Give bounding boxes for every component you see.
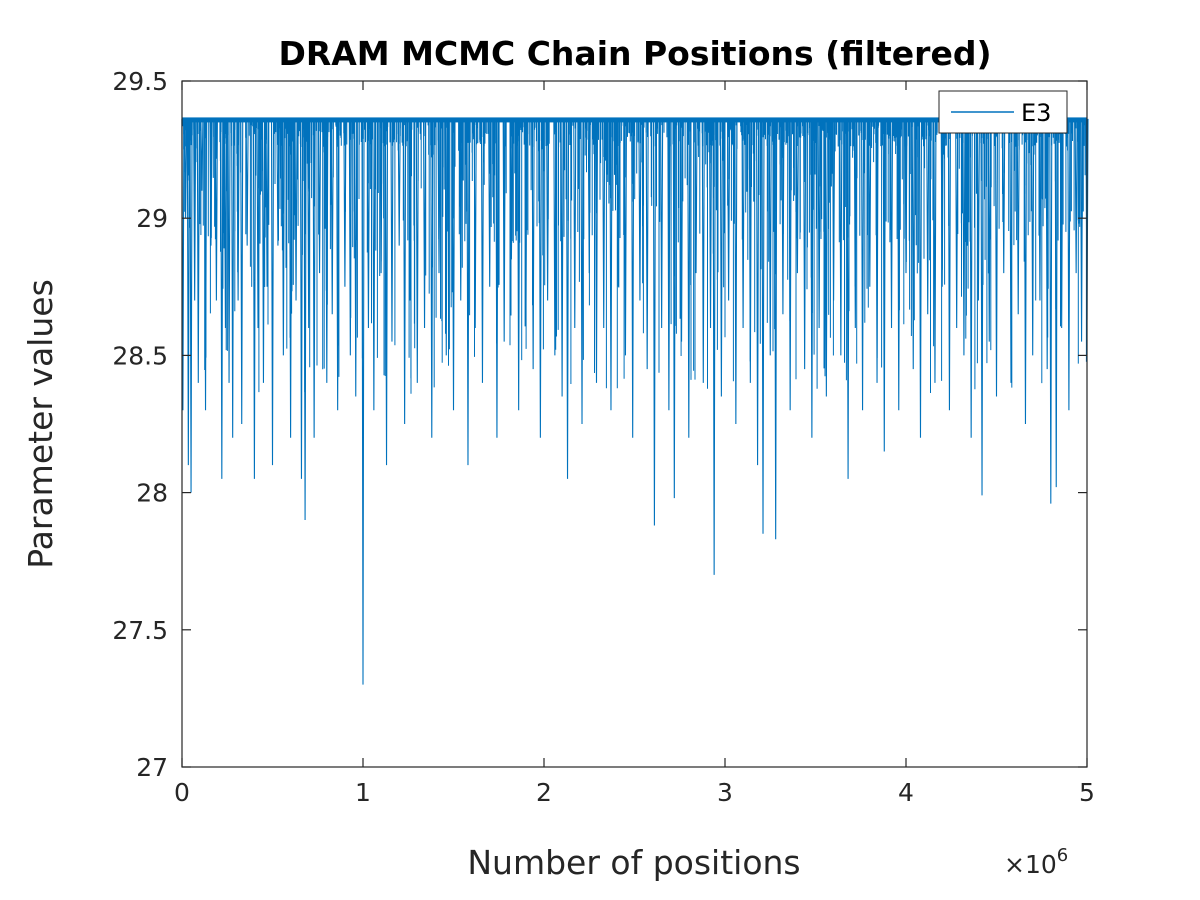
axes-box [181, 80, 1088, 768]
y-tick-label: 29 [136, 204, 168, 233]
x-tick-label: 0 [174, 778, 190, 807]
series-line-e3 [181, 118, 1089, 685]
series-line-e3-density [182, 119, 1087, 394]
x-axis-exponent-power: 6 [1057, 845, 1068, 866]
x-axis-exponent-base: ×10 [1004, 850, 1057, 879]
y-tick-label: 27 [136, 753, 168, 782]
legend-label-e3: E3 [1021, 99, 1051, 127]
y-tick-label: 29.5 [112, 67, 168, 96]
x-tick-label: 4 [898, 778, 914, 807]
x-tick-label: 5 [1079, 778, 1095, 807]
x-tick-label: 3 [717, 778, 733, 807]
y-tick-label: 27.5 [112, 616, 168, 645]
chart-title: DRAM MCMC Chain Positions (filtered) [278, 34, 991, 73]
y-tick-label: 28.5 [112, 341, 168, 370]
series-group [181, 117, 1089, 685]
x-tick-label: 2 [536, 778, 552, 807]
x-axis-title: Number of positions [467, 843, 800, 882]
legend: E3 [938, 90, 1068, 134]
x-axis-exponent: ×106 [1004, 845, 1068, 879]
ticks-group: 0 1 2 3 4 5 27 27.5 28 28.5 29 29.5 [112, 67, 1095, 807]
y-axis-title: Parameter values [21, 279, 60, 569]
series-plateau-e3 [182, 117, 1087, 123]
y-tick-label: 28 [136, 479, 168, 508]
x-tick-label: 1 [355, 778, 371, 807]
